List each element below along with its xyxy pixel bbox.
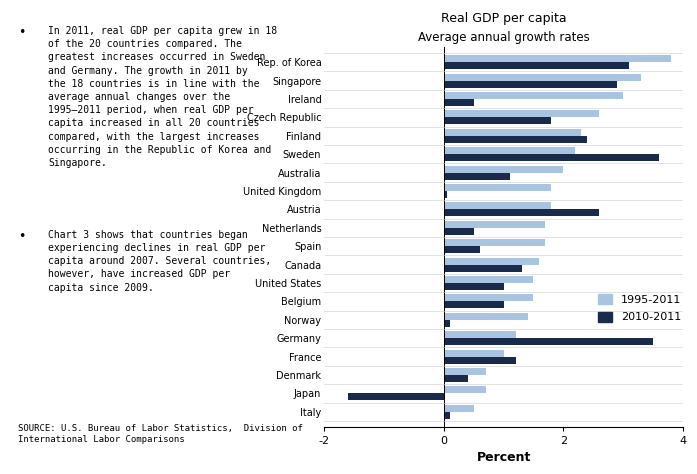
Bar [444,136,588,143]
Bar [444,147,575,154]
Bar [444,118,551,124]
Text: Chart 3 shows that countries began
experiencing declines in real GDP per
capita : Chart 3 shows that countries began exper… [48,230,271,292]
Bar [444,62,629,69]
Bar [444,154,659,161]
Text: In 2011, real GDP per capita grew in 18
of the 20 countries compared. The
greate: In 2011, real GDP per capita grew in 18 … [48,26,277,168]
Bar [444,405,474,412]
Text: Average annual growth rates: Average annual growth rates [418,31,590,44]
Bar [444,276,533,283]
Bar [444,129,581,136]
Text: Real GDP per capita: Real GDP per capita [441,12,567,25]
Bar [444,338,653,345]
Bar [444,294,533,301]
Bar [444,228,474,235]
Bar [444,283,503,290]
Bar [444,313,528,320]
Bar [348,393,444,401]
Bar [444,257,539,264]
Bar [444,239,546,246]
Bar [444,221,546,228]
Bar [444,375,468,382]
Bar [444,331,516,338]
Text: SOURCE: U.S. Bureau of Labor Statistics,  Division of
International Labor Compar: SOURCE: U.S. Bureau of Labor Statistics,… [18,424,303,444]
Bar [444,320,450,327]
Bar [444,184,551,191]
Bar [444,264,521,272]
Bar [444,412,450,419]
Bar [444,73,641,81]
Bar [444,81,618,88]
Bar [444,173,510,180]
Bar [444,202,551,210]
Bar [444,99,474,106]
Bar [444,356,516,364]
Bar [444,301,503,309]
Bar [444,165,563,173]
Bar [444,246,480,253]
Bar [444,191,447,198]
Text: •: • [18,26,25,39]
Bar [444,92,623,99]
Bar [444,386,486,393]
Bar [444,55,671,62]
Bar [444,350,503,356]
Bar [444,368,486,375]
Text: •: • [18,230,25,243]
X-axis label: Percent: Percent [476,451,531,464]
Bar [444,110,599,118]
Legend: 1995-2011, 2010-2011: 1995-2011, 2010-2011 [599,294,681,322]
Bar [444,210,599,217]
